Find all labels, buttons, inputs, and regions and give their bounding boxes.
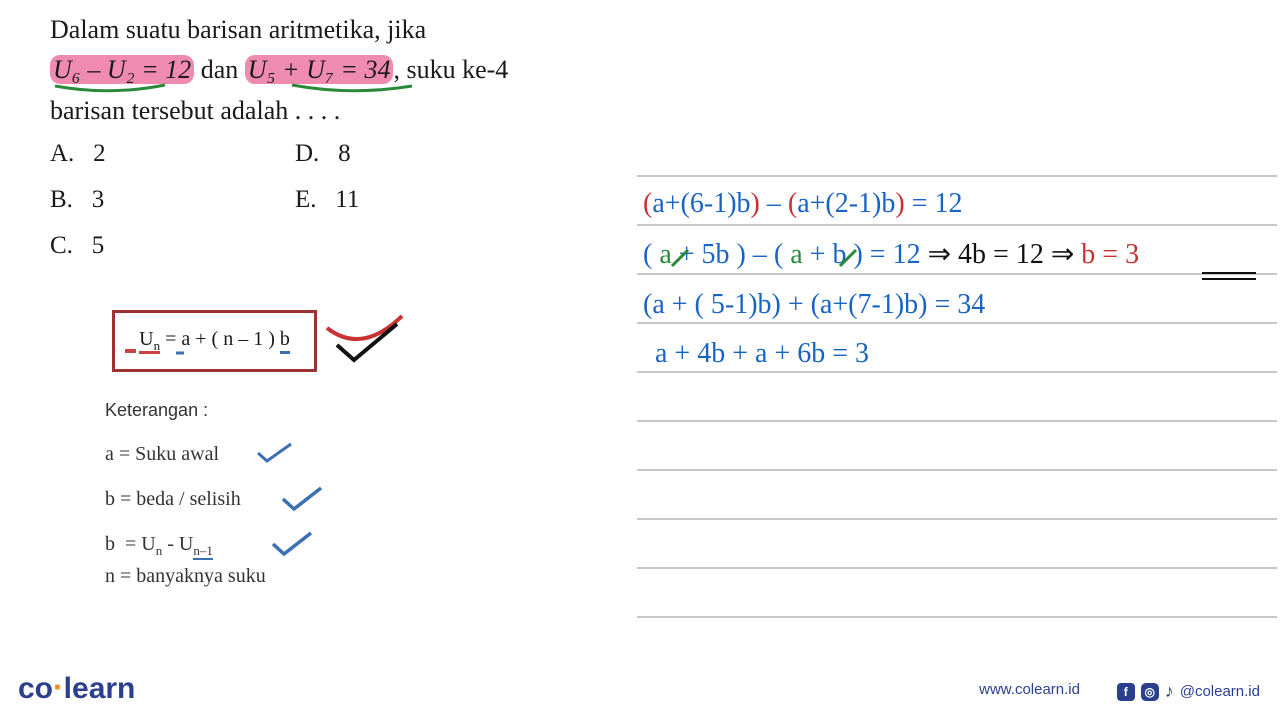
notepad-row [637,373,1277,422]
tiktok-icon: ♪ [1165,681,1174,702]
check-a-icon [255,441,295,466]
footer: co·learn www.colearn.id f ◎ ♪ @colearn.i… [0,670,1280,710]
check-b-icon [280,485,325,513]
question-text: Dalam suatu barisan aritmetika, jika U₆ … [50,10,600,131]
social-handle: @colearn.id [1180,683,1260,700]
ket-a: a = Suku awal [105,443,266,466]
option-c: C. 5 [50,232,106,260]
big-check-icon [322,310,407,365]
formula-box: Un = a + ( n – 1 ) b [112,310,317,372]
hand-line-2: ( a + 5b ) – ( a + b ) = 12 ⇒ 4b = 12 ⇒ … [643,237,1139,271]
keterangan-block: Keterangan : a = Suku awal b = beda / se… [105,400,266,588]
highlight-2: U₅ + U₇ = 34 [245,55,394,84]
ket-b: b = beda / selisih [105,488,266,511]
social-bar: f ◎ ♪ @colearn.id [1117,681,1260,702]
option-a: A. 2 [50,140,106,168]
facebook-icon: f [1117,683,1135,701]
keterangan-title: Keterangan : [105,400,266,421]
notepad-row [637,422,1277,471]
hand-line-1: (a+(6-1)b) – (a+(2-1)b) = 12 [643,188,963,220]
question-line-1: Dalam suatu barisan aritmetika, jika [50,10,600,50]
formula-text: Un = a + ( n – 1 ) b [139,328,290,354]
notepad-row [637,520,1277,569]
option-e: E. 11 [295,186,359,214]
notepad-row [637,471,1277,520]
hand-line-3: (a + ( 5-1)b) + (a+(7-1)b) = 34 [643,289,985,321]
site-url: www.colearn.id [979,681,1080,698]
hand-line-4: a + 4b + a + 6b = 3 [655,338,869,370]
option-b: B. 3 [50,186,106,214]
question-line-2: U₆ – U₂ = 12 dan U₅ + U₇ = 34, suku ke-4 [50,50,600,90]
notepad-row [637,569,1277,618]
question-line-3: barisan tersebut adalah . . . . [50,91,600,131]
highlight-1: U₆ – U₂ = 12 [50,55,194,84]
ket-n: n = banyaknya suku [105,565,266,588]
instagram-icon: ◎ [1141,683,1159,701]
answer-options: A. 2 B. 3 C. 5 D. 8 E. 11 [50,140,106,278]
check-b2-icon [270,530,315,558]
option-d: D. 8 [295,140,359,168]
brand-logo: co·learn [18,669,135,706]
ket-b2: b = Un - Un–1 [105,533,266,559]
